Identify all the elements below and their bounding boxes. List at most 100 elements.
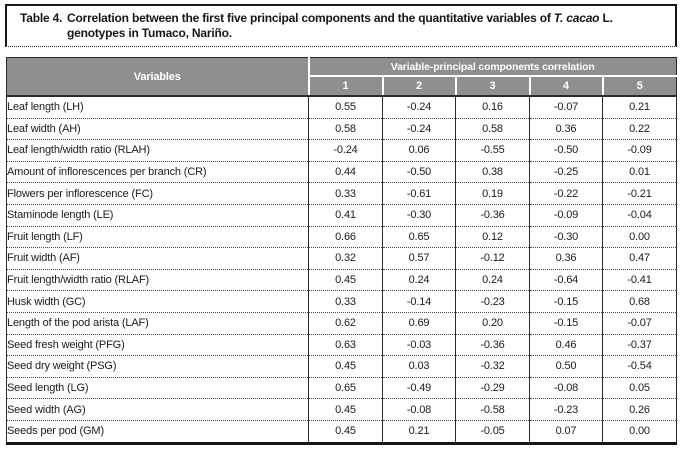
correlation-value-cell: 0.06 bbox=[382, 139, 456, 162]
correlation-value-cell: 0.46 bbox=[529, 333, 603, 356]
table-row: Seed dry weight (PSG) 0.45 0.03 -0.32 0.50 -0… bbox=[6, 355, 678, 378]
column-header-pc5: 5 bbox=[601, 76, 677, 97]
table-row: Seeds per pod (GM) 0.45 0.21 -0.05 0.07 0.00 bbox=[6, 419, 678, 443]
column-header-pc3: 3 bbox=[454, 76, 530, 97]
variable-name-cell: Staminode length (LE) bbox=[6, 203, 309, 227]
variable-name-cell: Leaf width (AH) bbox=[6, 117, 309, 140]
table-caption-label: Table 4. bbox=[20, 11, 63, 25]
correlation-value-cell: -0.64 bbox=[529, 268, 603, 291]
correlation-value-cell: -0.25 bbox=[529, 160, 603, 183]
correlation-value-cell: 0.33 bbox=[308, 290, 383, 313]
correlation-value-cell: -0.04 bbox=[601, 203, 678, 227]
correlation-value-cell: -0.08 bbox=[529, 376, 603, 399]
table-row: Husk width (GC) 0.33 -0.14 -0.23 -0.15 0.68 bbox=[6, 290, 678, 313]
correlation-table: Variables Variable-principal components … bbox=[6, 57, 678, 445]
correlation-value-cell: 0.22 bbox=[601, 117, 678, 140]
correlation-value-cell: 0.24 bbox=[382, 268, 456, 291]
correlation-value-cell: 0.03 bbox=[382, 355, 456, 378]
correlation-value-cell: -0.21 bbox=[601, 182, 678, 205]
correlation-value-cell: 0.65 bbox=[382, 225, 456, 248]
caption-text-part1: Correlation between the first five princ… bbox=[67, 11, 554, 25]
correlation-value-cell: 0.57 bbox=[382, 247, 456, 270]
variable-name-cell: Seed fresh weight (PFG) bbox=[6, 333, 309, 356]
correlation-value-cell: -0.15 bbox=[529, 290, 603, 313]
correlation-value-cell: -0.50 bbox=[382, 160, 456, 183]
correlation-value-cell: -0.32 bbox=[455, 355, 530, 378]
correlation-value-cell: -0.22 bbox=[529, 182, 603, 205]
correlation-value-cell: 0.58 bbox=[308, 117, 383, 140]
correlation-value-cell: -0.50 bbox=[529, 139, 603, 162]
table-header: Variables Variable-principal components … bbox=[6, 57, 677, 97]
table-caption-box: Table 4. Correlation between the first f… bbox=[5, 4, 677, 47]
correlation-value-cell: -0.24 bbox=[382, 117, 456, 140]
table-body: Leaf length (LH) 0.55 -0.24 0.16 -0.07 0.21 Le… bbox=[6, 96, 678, 443]
correlation-value-cell: 0.69 bbox=[382, 311, 456, 335]
correlation-value-cell: 0.58 bbox=[455, 117, 530, 140]
column-header-pc1: 1 bbox=[308, 76, 383, 97]
correlation-value-cell: 0.38 bbox=[455, 160, 530, 183]
correlation-value-cell: -0.09 bbox=[601, 139, 678, 162]
correlation-value-cell: -0.30 bbox=[382, 203, 456, 227]
correlation-value-cell: 0.66 bbox=[308, 225, 383, 248]
correlation-value-cell: -0.24 bbox=[382, 96, 456, 119]
table-row: Length of the pod arista (LAF) 0.62 0.69 0.… bbox=[6, 311, 678, 335]
correlation-value-cell: -0.09 bbox=[529, 203, 603, 227]
correlation-value-cell: -0.12 bbox=[455, 247, 530, 270]
correlation-value-cell: -0.24 bbox=[308, 139, 383, 162]
correlation-value-cell: -0.15 bbox=[529, 311, 603, 335]
correlation-value-cell: -0.49 bbox=[382, 376, 456, 399]
column-header-variables: Variables bbox=[6, 57, 310, 97]
variable-name-cell: Seed width (AG) bbox=[6, 398, 309, 421]
variable-name-cell: Fruit length (LF) bbox=[6, 225, 309, 248]
correlation-value-cell: 0.21 bbox=[601, 96, 678, 119]
table-caption-text: Correlation between the first five princ… bbox=[67, 11, 665, 41]
correlation-value-cell: -0.41 bbox=[601, 268, 678, 291]
correlation-value-cell: -0.03 bbox=[382, 333, 456, 356]
correlation-value-cell: 0.00 bbox=[601, 419, 678, 443]
correlation-value-cell: 0.41 bbox=[308, 203, 383, 227]
correlation-value-cell: -0.30 bbox=[529, 225, 603, 248]
correlation-value-cell: 0.36 bbox=[529, 117, 603, 140]
correlation-value-cell: 0.36 bbox=[529, 247, 603, 270]
correlation-value-cell: 0.45 bbox=[308, 398, 383, 421]
correlation-value-cell: 0.50 bbox=[529, 355, 603, 378]
table-row: Seed width (AG) 0.45 -0.08 -0.58 -0.23 0.26 bbox=[6, 398, 678, 421]
table-row: Fruit length/width ratio (RLAF) 0.45 0.24 0… bbox=[6, 268, 678, 291]
correlation-value-cell: -0.36 bbox=[455, 333, 530, 356]
variable-name-cell: Husk width (GC) bbox=[6, 290, 309, 313]
correlation-value-cell: 0.07 bbox=[529, 419, 603, 443]
table-row: Fruit length (LF) 0.66 0.65 0.12 -0.30 0.00 bbox=[6, 225, 678, 248]
variable-name-cell: Length of the pod arista (LAF) bbox=[6, 311, 309, 335]
variable-name-cell: Seeds per pod (GM) bbox=[6, 419, 309, 443]
correlation-value-cell: 0.21 bbox=[382, 419, 456, 443]
correlation-value-cell: 0.24 bbox=[455, 268, 530, 291]
correlation-value-cell: 0.45 bbox=[308, 419, 383, 443]
correlation-value-cell: 0.19 bbox=[455, 182, 530, 205]
correlation-value-cell: 0.45 bbox=[308, 268, 383, 291]
table-row: Seed length (LG) 0.65 -0.49 -0.29 -0.08 0.05 bbox=[6, 376, 678, 399]
column-header-pc4: 4 bbox=[528, 76, 603, 97]
correlation-value-cell: -0.23 bbox=[455, 290, 530, 313]
table-row: Flowers per inflorescence (FC) 0.33 -0.61 0… bbox=[6, 182, 678, 205]
correlation-value-cell: 0.05 bbox=[601, 376, 678, 399]
correlation-value-cell: 0.63 bbox=[308, 333, 383, 356]
species-name: T. cacao bbox=[553, 11, 600, 25]
correlation-value-cell: -0.05 bbox=[455, 419, 530, 443]
variable-name-cell: Amount of inflorescences per branch (CR) bbox=[6, 160, 309, 183]
correlation-value-cell: -0.07 bbox=[529, 96, 603, 119]
correlation-value-cell: -0.08 bbox=[382, 398, 456, 421]
correlation-value-cell: 0.68 bbox=[601, 290, 678, 313]
correlation-value-cell: 0.00 bbox=[601, 225, 678, 248]
correlation-value-cell: 0.12 bbox=[455, 225, 530, 248]
correlation-value-cell: 0.32 bbox=[308, 247, 383, 270]
table-row: Staminode length (LE) 0.41 -0.30 -0.36 -0.09… bbox=[6, 203, 678, 227]
correlation-value-cell: -0.29 bbox=[455, 376, 530, 399]
correlation-value-cell: 0.26 bbox=[601, 398, 678, 421]
table-wrapper: Variables Variable-principal components … bbox=[6, 57, 678, 445]
correlation-value-cell: -0.23 bbox=[529, 398, 603, 421]
variable-name-cell: Fruit width (AF) bbox=[6, 247, 309, 270]
correlation-value-cell: 0.16 bbox=[455, 96, 530, 119]
correlation-value-cell: -0.58 bbox=[455, 398, 530, 421]
correlation-value-cell: 0.45 bbox=[308, 355, 383, 378]
